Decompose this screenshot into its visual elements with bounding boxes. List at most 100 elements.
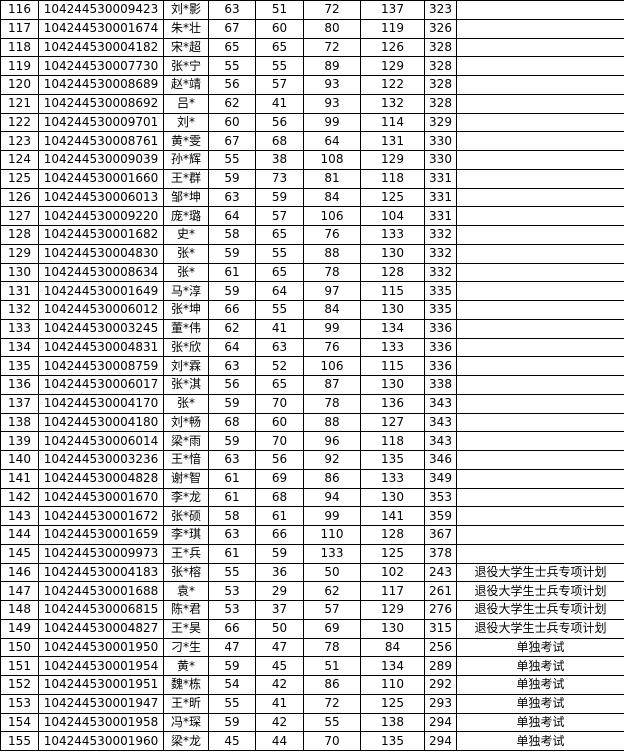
score-4-cell: 117 bbox=[360, 581, 425, 601]
score-4-cell: 125 bbox=[360, 543, 425, 564]
table-row: 128 104244530001682 史* 58 65 76 133 332 bbox=[0, 225, 624, 245]
note-cell bbox=[456, 356, 624, 376]
score-2-cell: 41 bbox=[255, 693, 304, 714]
score-2-cell: 44 bbox=[255, 731, 304, 751]
table-row: 125 104244530001660 王*群 59 73 81 118 331 bbox=[0, 168, 624, 189]
total-score-cell: 243 bbox=[424, 562, 457, 583]
note-cell: 退役大学生士兵专项计划 bbox=[456, 581, 624, 601]
table-row: 129 104244530004830 张* 59 55 88 130 332 bbox=[0, 243, 624, 264]
note-cell bbox=[456, 318, 624, 339]
score-4-cell: 135 bbox=[360, 450, 425, 470]
score-4-cell: 115 bbox=[360, 281, 425, 301]
score-1-cell: 62 bbox=[208, 93, 256, 114]
score-3-cell: 72 bbox=[303, 37, 361, 58]
candidate-name-cell: 张*欣 bbox=[163, 337, 209, 358]
row-number-cell: 122 bbox=[0, 112, 39, 133]
exam-id-cell: 104244530007730 bbox=[38, 56, 164, 76]
score-1-cell: 66 bbox=[208, 618, 256, 639]
row-number-cell: 136 bbox=[0, 375, 39, 395]
score-2-cell: 36 bbox=[255, 562, 304, 583]
score-4-cell: 129 bbox=[360, 600, 425, 620]
exam-id-cell: 104244530009701 bbox=[38, 112, 164, 133]
score-1-cell: 63 bbox=[208, 450, 256, 470]
score-3-cell: 84 bbox=[303, 187, 361, 208]
total-score-cell: 276 bbox=[424, 600, 457, 620]
note-cell bbox=[456, 206, 624, 226]
row-number-cell: 126 bbox=[0, 187, 39, 208]
note-cell bbox=[456, 450, 624, 470]
row-number-cell: 117 bbox=[0, 18, 39, 39]
row-number-cell: 129 bbox=[0, 243, 39, 264]
exam-id-cell: 104244530009039 bbox=[38, 150, 164, 170]
candidate-name-cell: 陈*君 bbox=[163, 600, 209, 620]
score-4-cell: 119 bbox=[360, 18, 425, 39]
score-2-cell: 38 bbox=[255, 150, 304, 170]
candidate-name-cell: 史* bbox=[163, 225, 209, 245]
row-number-cell: 147 bbox=[0, 581, 39, 601]
exam-id-cell: 104244530006014 bbox=[38, 431, 164, 451]
total-score-cell: 294 bbox=[424, 712, 457, 733]
table-row: 155 104244530001960 梁*龙 45 44 70 135 294 单独考试 bbox=[0, 731, 624, 751]
score-4-cell: 133 bbox=[360, 225, 425, 245]
row-number-cell: 120 bbox=[0, 75, 39, 95]
total-score-cell: 330 bbox=[424, 150, 457, 170]
score-2-cell: 61 bbox=[255, 506, 304, 526]
table-row: 137 104244530004170 张* 59 70 78 136 343 bbox=[0, 393, 624, 414]
score-3-cell: 76 bbox=[303, 225, 361, 245]
score-3-cell: 87 bbox=[303, 375, 361, 395]
score-3-cell: 64 bbox=[303, 131, 361, 151]
score-1-cell: 58 bbox=[208, 506, 256, 526]
note-cell bbox=[456, 281, 624, 301]
exam-id-cell: 104244530001660 bbox=[38, 168, 164, 189]
exam-id-cell: 104244530001958 bbox=[38, 712, 164, 733]
candidate-name-cell: 王*昊 bbox=[163, 618, 209, 639]
note-cell: 单独考试 bbox=[456, 712, 624, 733]
table-row: 127 104244530009220 庞*璐 64 57 106 104 331 bbox=[0, 206, 624, 226]
total-score-cell: 343 bbox=[424, 431, 457, 451]
candidate-name-cell: 魏*栋 bbox=[163, 675, 209, 695]
candidate-name-cell: 邹*坤 bbox=[163, 187, 209, 208]
score-3-cell: 88 bbox=[303, 412, 361, 433]
score-1-cell: 61 bbox=[208, 487, 256, 508]
score-3-cell: 99 bbox=[303, 318, 361, 339]
score-4-cell: 131 bbox=[360, 131, 425, 151]
score-1-cell: 59 bbox=[208, 281, 256, 301]
candidate-name-cell: 王*昕 bbox=[163, 693, 209, 714]
score-3-cell: 72 bbox=[303, 0, 361, 20]
score-3-cell: 99 bbox=[303, 112, 361, 133]
note-cell: 单独考试 bbox=[456, 693, 624, 714]
table-row: 145 104244530009973 王*兵 61 59 133 125 378 bbox=[0, 543, 624, 564]
candidate-name-cell: 张* bbox=[163, 262, 209, 283]
score-3-cell: 97 bbox=[303, 281, 361, 301]
score-4-cell: 102 bbox=[360, 562, 425, 583]
score-1-cell: 64 bbox=[208, 206, 256, 226]
score-3-cell: 62 bbox=[303, 581, 361, 601]
score-2-cell: 37 bbox=[255, 600, 304, 620]
score-3-cell: 50 bbox=[303, 562, 361, 583]
total-score-cell: 335 bbox=[424, 300, 457, 320]
total-score-cell: 367 bbox=[424, 525, 457, 545]
note-cell bbox=[456, 506, 624, 526]
exam-id-cell: 104244530001672 bbox=[38, 506, 164, 526]
row-number-cell: 116 bbox=[0, 0, 39, 20]
note-cell bbox=[456, 187, 624, 208]
score-3-cell: 110 bbox=[303, 525, 361, 545]
score-3-cell: 88 bbox=[303, 243, 361, 264]
score-1-cell: 58 bbox=[208, 225, 256, 245]
total-score-cell: 256 bbox=[424, 637, 457, 658]
candidate-name-cell: 梁*雨 bbox=[163, 431, 209, 451]
row-number-cell: 144 bbox=[0, 525, 39, 545]
table-row: 121 104244530008692 吕* 62 41 93 132 328 bbox=[0, 93, 624, 114]
score-2-cell: 65 bbox=[255, 37, 304, 58]
total-score-cell: 335 bbox=[424, 281, 457, 301]
candidate-name-cell: 张*宁 bbox=[163, 56, 209, 76]
score-4-cell: 130 bbox=[360, 243, 425, 264]
score-2-cell: 65 bbox=[255, 225, 304, 245]
candidate-name-cell: 冯*琛 bbox=[163, 712, 209, 733]
row-number-cell: 149 bbox=[0, 618, 39, 639]
score-4-cell: 134 bbox=[360, 318, 425, 339]
score-2-cell: 51 bbox=[255, 0, 304, 20]
note-cell bbox=[456, 18, 624, 39]
score-3-cell: 78 bbox=[303, 637, 361, 658]
